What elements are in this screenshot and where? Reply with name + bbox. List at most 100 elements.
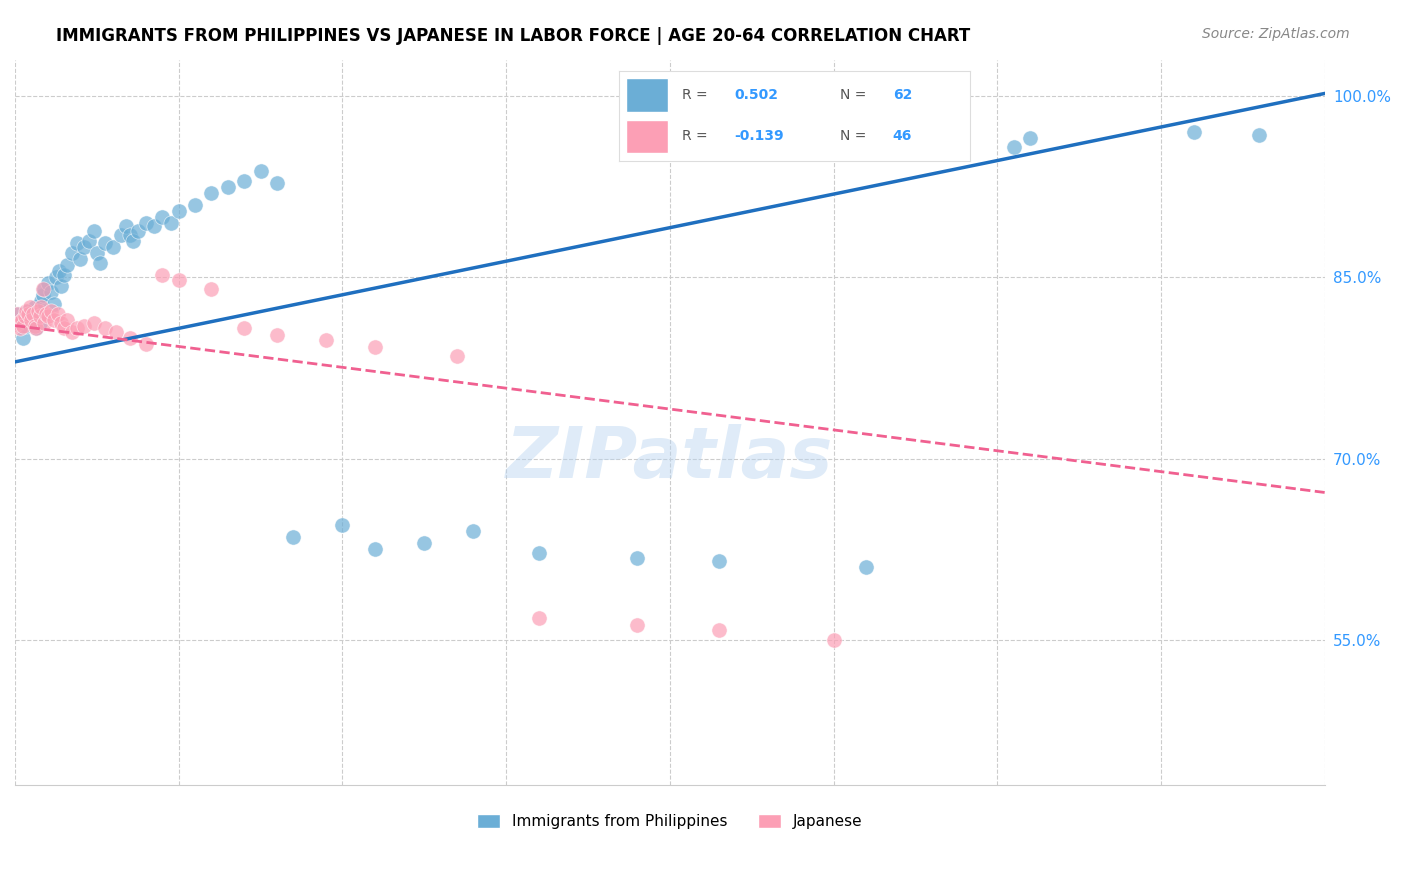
Immigrants from Philippines [20, 312, 42, 326]
Immigrants from Philippines [60, 246, 83, 260]
Text: -0.139: -0.139 [734, 129, 785, 144]
Text: R =: R = [682, 87, 711, 102]
Japanese [7, 316, 30, 330]
Japanese [28, 309, 51, 323]
Immigrants from Philippines [122, 234, 145, 248]
FancyBboxPatch shape [626, 120, 668, 153]
Text: ZIPatlas: ZIPatlas [506, 424, 834, 493]
Text: 62: 62 [893, 87, 912, 102]
Immigrants from Philippines [15, 318, 38, 333]
Immigrants from Philippines [7, 306, 30, 320]
Immigrants from Philippines [28, 316, 51, 330]
Japanese [39, 304, 62, 318]
Text: Source: ZipAtlas.com: Source: ZipAtlas.com [1202, 27, 1350, 41]
Japanese [118, 331, 141, 345]
Japanese [56, 312, 79, 326]
Japanese [823, 632, 845, 647]
Immigrants from Philippines [10, 318, 32, 333]
Immigrants from Philippines [31, 288, 53, 302]
Text: N =: N = [839, 129, 870, 144]
Japanese [18, 301, 41, 315]
Immigrants from Philippines [200, 186, 222, 200]
Immigrants from Philippines [707, 554, 730, 568]
Immigrants from Philippines [143, 219, 166, 234]
Immigrants from Philippines [14, 312, 37, 326]
Japanese [105, 325, 128, 339]
Immigrants from Philippines [463, 524, 485, 538]
Immigrants from Philippines [110, 227, 132, 242]
Immigrants from Philippines [73, 240, 96, 254]
Immigrants from Philippines [184, 197, 207, 211]
Japanese [20, 312, 42, 326]
Immigrants from Philippines [1182, 125, 1205, 139]
Immigrants from Philippines [127, 224, 149, 238]
Japanese [364, 340, 387, 354]
Immigrants from Philippines [69, 252, 91, 266]
Immigrants from Philippines [233, 173, 256, 187]
Japanese [34, 316, 56, 330]
Japanese [6, 306, 28, 320]
Immigrants from Philippines [83, 224, 105, 238]
Immigrants from Philippines [1249, 128, 1271, 142]
Japanese [24, 318, 46, 333]
Immigrants from Philippines [115, 219, 138, 234]
Japanese [37, 309, 59, 323]
Immigrants from Philippines [49, 278, 72, 293]
Japanese [527, 611, 550, 625]
Immigrants from Philippines [24, 301, 46, 315]
Immigrants from Philippines [332, 518, 354, 533]
Immigrants from Philippines [159, 216, 181, 230]
Japanese [167, 273, 190, 287]
Japanese [53, 321, 76, 335]
Japanese [150, 268, 173, 282]
Japanese [44, 312, 66, 326]
Immigrants from Philippines [364, 542, 387, 557]
Japanese [46, 306, 69, 320]
Immigrants from Philippines [77, 234, 100, 248]
Immigrants from Philippines [39, 285, 62, 299]
Legend: Immigrants from Philippines, Japanese: Immigrants from Philippines, Japanese [471, 808, 869, 836]
Immigrants from Philippines [1019, 131, 1042, 145]
Japanese [17, 306, 39, 320]
Text: R =: R = [682, 129, 711, 144]
Immigrants from Philippines [37, 277, 59, 291]
Immigrants from Philippines [1002, 139, 1025, 153]
Japanese [135, 336, 157, 351]
Text: 0.502: 0.502 [734, 87, 779, 102]
Japanese [707, 624, 730, 638]
Immigrants from Philippines [103, 240, 125, 254]
FancyBboxPatch shape [626, 78, 668, 112]
Japanese [94, 321, 117, 335]
Japanese [315, 333, 337, 347]
Immigrants from Philippines [249, 164, 271, 178]
Immigrants from Philippines [86, 246, 108, 260]
Japanese [8, 321, 31, 335]
Japanese [11, 318, 34, 333]
Japanese [31, 282, 53, 296]
Immigrants from Philippines [855, 560, 877, 574]
Immigrants from Philippines [266, 176, 288, 190]
Immigrants from Philippines [135, 216, 157, 230]
Immigrants from Philippines [283, 530, 305, 544]
Immigrants from Philippines [17, 304, 39, 318]
Immigrants from Philippines [94, 236, 117, 251]
Japanese [266, 328, 288, 343]
Japanese [14, 309, 37, 323]
Immigrants from Philippines [413, 536, 436, 550]
Immigrants from Philippines [527, 546, 550, 560]
Text: N =: N = [839, 87, 870, 102]
Text: IMMIGRANTS FROM PHILIPPINES VS JAPANESE IN LABOR FORCE | AGE 20-64 CORRELATION C: IMMIGRANTS FROM PHILIPPINES VS JAPANESE … [56, 27, 970, 45]
Immigrants from Philippines [21, 306, 44, 320]
Japanese [233, 321, 256, 335]
Immigrants from Philippines [56, 258, 79, 272]
Immigrants from Philippines [34, 282, 56, 296]
Immigrants from Philippines [89, 256, 111, 270]
Immigrants from Philippines [18, 309, 41, 323]
Immigrants from Philippines [11, 331, 34, 345]
Immigrants from Philippines [118, 227, 141, 242]
Japanese [30, 301, 52, 315]
Immigrants from Philippines [30, 294, 52, 309]
Immigrants from Philippines [150, 210, 173, 224]
Japanese [626, 618, 648, 632]
Japanese [27, 304, 49, 318]
